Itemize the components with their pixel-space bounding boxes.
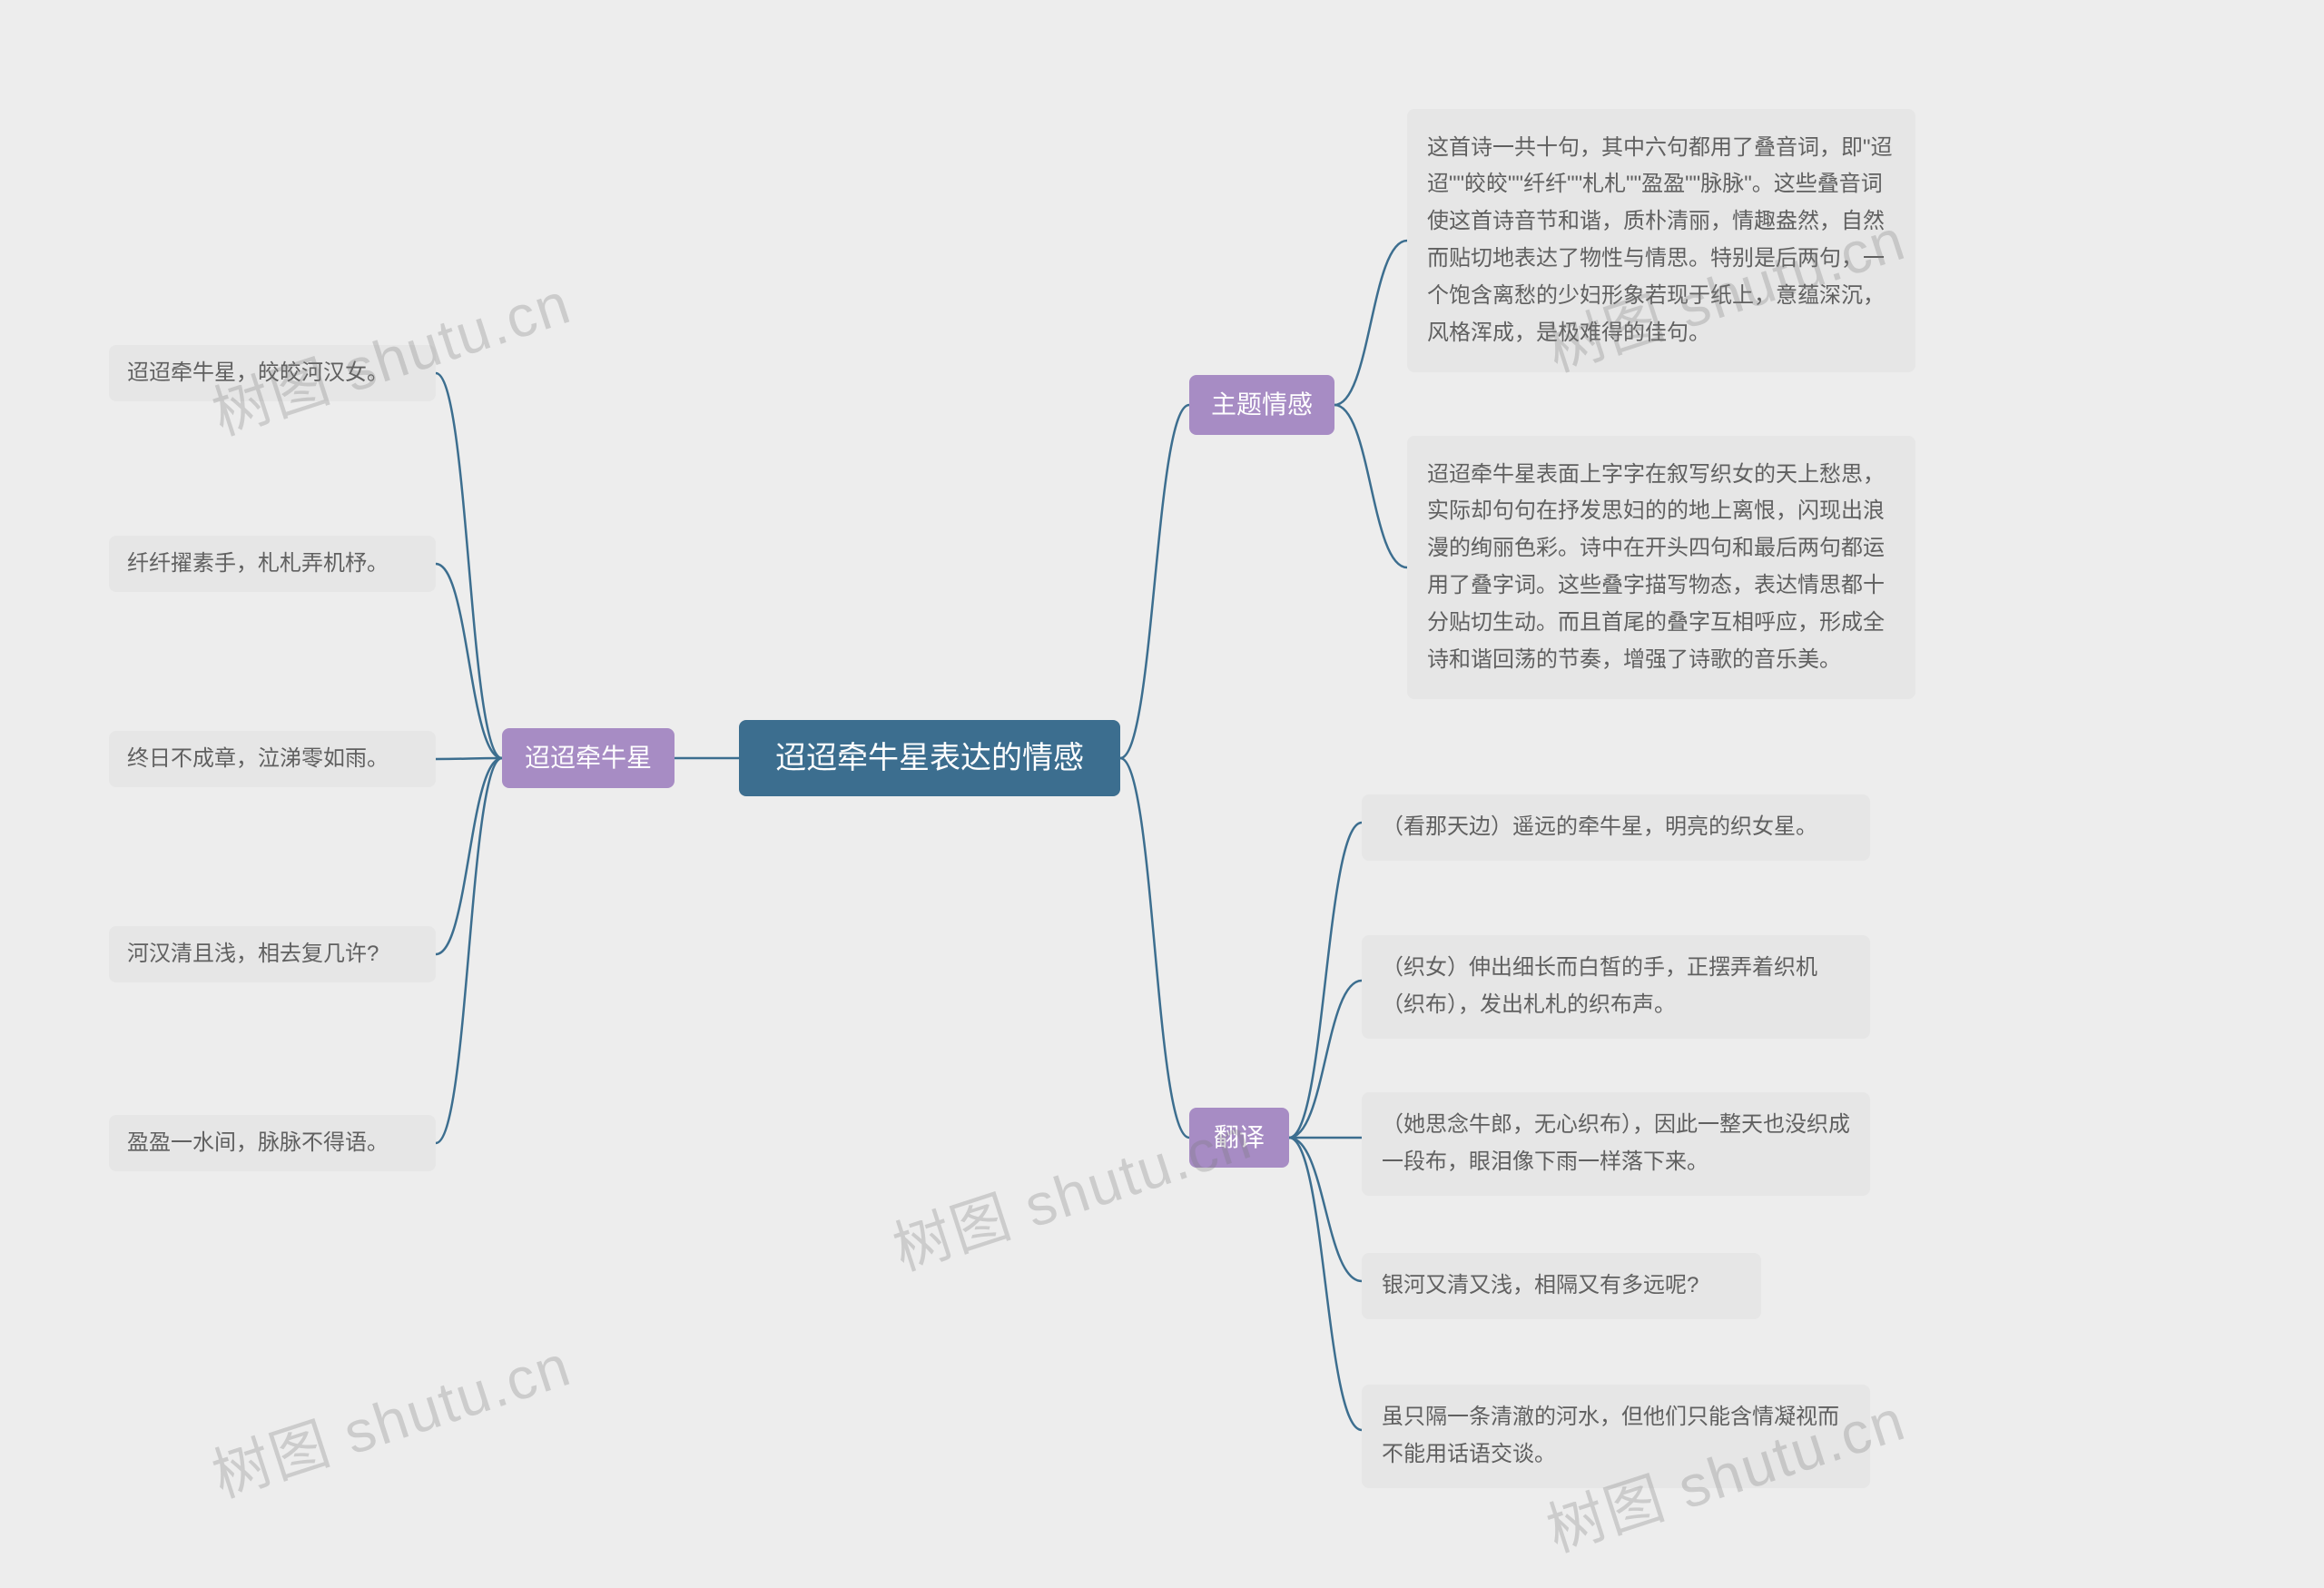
right-branch-node[interactable]: 翻译	[1189, 1108, 1289, 1168]
left-branch-label: 迢迢牵牛星	[525, 738, 652, 779]
detail-leaf-text: （织女）伸出细长而白皙的手，正摆弄着织机（织布），发出札札的织布声。	[1382, 950, 1850, 1024]
detail-leaf-text: 这首诗一共十句，其中六句都用了叠音词，即"迢迢""皎皎""纤纤""札札""盈盈"…	[1427, 130, 1896, 352]
detail-leaf[interactable]: 银河又清又浅，相隔又有多远呢?	[1362, 1253, 1761, 1319]
detail-leaf[interactable]: （织女）伸出细长而白皙的手，正摆弄着织机（织布），发出札札的织布声。	[1362, 935, 1870, 1039]
connector-layer	[0, 0, 2324, 1588]
poem-line-text: 盈盈一水间，脉脉不得语。	[127, 1125, 389, 1162]
detail-leaf-text: 迢迢牵牛星表面上字字在叙写织女的天上愁思，实际却句句在抒发思妇的的地上离恨，闪现…	[1427, 457, 1896, 679]
poem-line-text: 河汉清且浅，相去复几许?	[127, 936, 379, 973]
detail-leaf-text: （看那天边）遥远的牵牛星，明亮的织女星。	[1382, 809, 1817, 846]
right-branch-label: 主题情感	[1211, 385, 1313, 426]
center-label: 迢迢牵牛星表达的情感	[775, 734, 1084, 783]
poem-line-text: 纤纤擢素手，札札弄机杼。	[127, 546, 389, 583]
poem-line[interactable]: 盈盈一水间，脉脉不得语。	[109, 1115, 436, 1171]
detail-leaf[interactable]: （看那天边）遥远的牵牛星，明亮的织女星。	[1362, 794, 1870, 861]
right-branch-node[interactable]: 主题情感	[1189, 375, 1334, 435]
poem-line[interactable]: 纤纤擢素手，札札弄机杼。	[109, 536, 436, 592]
left-branch-node[interactable]: 迢迢牵牛星	[502, 728, 675, 788]
detail-leaf[interactable]: （她思念牛郎，无心织布），因此一整天也没织成一段布，眼泪像下雨一样落下来。	[1362, 1092, 1870, 1196]
poem-line-text: 终日不成章，泣涕零如雨。	[127, 741, 389, 778]
poem-line[interactable]: 终日不成章，泣涕零如雨。	[109, 731, 436, 787]
poem-line[interactable]: 迢迢牵牛星，皎皎河汉女。	[109, 345, 436, 401]
detail-leaf[interactable]: 虽只隔一条清澈的河水，但他们只能含情凝视而不能用话语交谈。	[1362, 1385, 1870, 1488]
center-node[interactable]: 迢迢牵牛星表达的情感	[739, 720, 1120, 796]
detail-leaf-text: 银河又清又浅，相隔又有多远呢?	[1382, 1267, 1699, 1305]
poem-line-text: 迢迢牵牛星，皎皎河汉女。	[127, 355, 389, 392]
detail-leaf-text: 虽只隔一条清澈的河水，但他们只能含情凝视而不能用话语交谈。	[1382, 1399, 1850, 1474]
detail-leaf[interactable]: 迢迢牵牛星表面上字字在叙写织女的天上愁思，实际却句句在抒发思妇的的地上离恨，闪现…	[1407, 436, 1915, 699]
poem-line[interactable]: 河汉清且浅，相去复几许?	[109, 926, 436, 982]
right-branch-label: 翻译	[1214, 1118, 1265, 1159]
detail-leaf[interactable]: 这首诗一共十句，其中六句都用了叠音词，即"迢迢""皎皎""纤纤""札札""盈盈"…	[1407, 109, 1915, 372]
detail-leaf-text: （她思念牛郎，无心织布），因此一整天也没织成一段布，眼泪像下雨一样落下来。	[1382, 1107, 1850, 1181]
watermark: 树图 shutu.cn	[201, 1319, 580, 1514]
